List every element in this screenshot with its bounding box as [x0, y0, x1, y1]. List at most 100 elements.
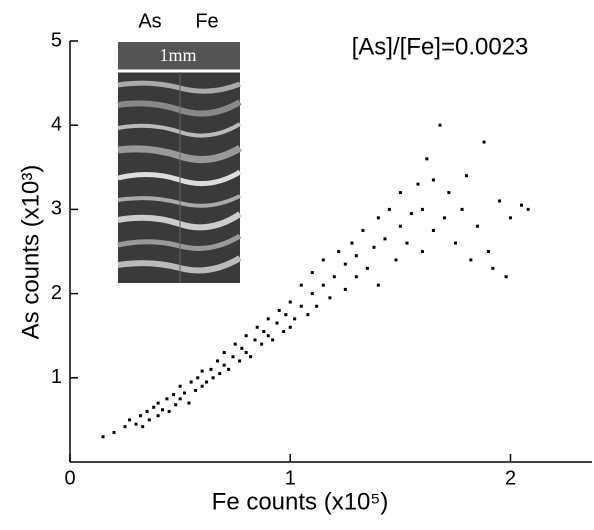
point: [255, 325, 259, 329]
point: [138, 414, 142, 418]
point: [504, 275, 508, 279]
point: [497, 199, 501, 203]
point: [372, 245, 376, 249]
point: [238, 359, 242, 363]
point: [420, 207, 424, 211]
point: [271, 338, 275, 342]
point: [244, 334, 248, 338]
point: [216, 359, 220, 363]
point: [306, 313, 310, 317]
point: [244, 351, 248, 355]
point: [288, 300, 292, 304]
point: [205, 380, 209, 384]
point: [315, 304, 319, 308]
point: [365, 266, 369, 270]
point: [442, 216, 446, 220]
point: [178, 384, 182, 388]
point: [262, 329, 266, 333]
point: [284, 313, 288, 317]
point: [141, 425, 145, 429]
point: [127, 418, 131, 422]
point: [187, 401, 191, 405]
point: [310, 292, 314, 296]
point: [387, 207, 391, 211]
point: [438, 123, 442, 127]
point: [431, 178, 435, 182]
point: [231, 355, 235, 359]
point: [431, 228, 435, 232]
point: [460, 207, 464, 211]
point: [332, 275, 336, 279]
point: [299, 304, 303, 308]
point: [416, 182, 420, 186]
point: [145, 409, 149, 413]
point: [447, 191, 451, 195]
point: [196, 376, 200, 380]
point: [249, 355, 253, 359]
point: [156, 414, 160, 418]
point: [343, 262, 347, 266]
point: [328, 296, 332, 300]
point: [183, 391, 187, 395]
point: [321, 283, 325, 287]
y-tick-label: 2: [51, 282, 62, 304]
point: [299, 283, 303, 287]
point: [200, 369, 204, 373]
point: [383, 237, 387, 241]
point: [376, 216, 380, 220]
point: [361, 228, 365, 232]
point: [425, 157, 429, 161]
point: [321, 258, 325, 262]
point: [398, 191, 402, 195]
point: [112, 431, 116, 435]
point: [227, 367, 231, 371]
point: [222, 363, 226, 367]
y-tick-label: 5: [51, 29, 62, 51]
point: [376, 283, 380, 287]
inset-label: As: [138, 10, 161, 32]
point: [486, 250, 490, 253]
point: [174, 403, 178, 407]
point: [101, 435, 105, 439]
point: [165, 397, 169, 401]
point: [209, 367, 213, 371]
point: [354, 275, 358, 279]
point: [123, 425, 127, 429]
point: [266, 317, 270, 321]
point: [469, 258, 473, 262]
point: [398, 224, 402, 228]
point: [482, 140, 486, 144]
point: [464, 174, 468, 178]
y-tick-label: 3: [51, 198, 62, 220]
x-axis-label: Fe counts (x10⁵): [212, 488, 389, 515]
x-tick-label: 2: [505, 467, 516, 489]
point: [277, 308, 281, 312]
point: [194, 388, 198, 392]
point: [282, 329, 286, 333]
point: [509, 216, 513, 220]
point: [253, 338, 257, 342]
point: [134, 422, 138, 426]
x-tick-label: 0: [64, 467, 75, 489]
point: [343, 287, 347, 291]
point: [152, 405, 156, 409]
point: [526, 207, 530, 211]
inset-label: Fe: [195, 10, 218, 32]
inset-scale-label: 1mm: [159, 45, 196, 65]
point: [288, 325, 292, 329]
point: [293, 317, 297, 321]
point: [222, 351, 226, 355]
point: [167, 409, 171, 413]
point: [200, 384, 204, 388]
point: [178, 397, 182, 401]
point: [147, 418, 151, 422]
point: [260, 342, 264, 346]
point: [405, 241, 409, 245]
x-tick-label: 1: [285, 467, 296, 489]
point: [189, 380, 193, 384]
point: [520, 203, 524, 207]
point: [409, 212, 413, 216]
point: [337, 250, 341, 253]
point: [240, 346, 244, 350]
